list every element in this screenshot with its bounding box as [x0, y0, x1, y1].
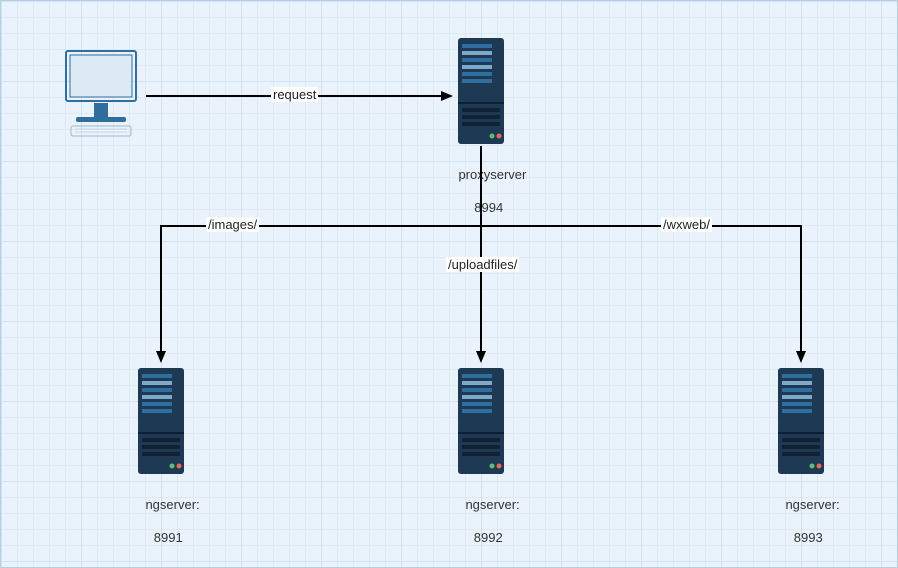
- proxy-server-label: proxyserver 8994: [444, 151, 519, 232]
- ngserver-2-label: ngserver: 8992: [451, 481, 511, 562]
- edge-label-wxweb: /wxweb/: [661, 217, 712, 232]
- proxy-label-line2: 8994: [474, 200, 503, 215]
- monitor-icon: [61, 46, 141, 146]
- ng3-label-line1: ngserver:: [785, 497, 839, 512]
- client-node: [61, 46, 141, 151]
- edge-label-request: request: [271, 87, 318, 102]
- ng2-label-line2: 8992: [474, 530, 503, 545]
- ng1-label-line1: ngserver:: [145, 497, 199, 512]
- diagram-canvas: proxyserver 8994 ngserver: 8991: [0, 0, 898, 568]
- ng3-label-line2: 8993: [794, 530, 823, 545]
- edge-images: [161, 146, 481, 361]
- server-icon: [136, 366, 186, 476]
- proxy-server-node: [456, 36, 506, 151]
- ng2-label-line1: ngserver:: [465, 497, 519, 512]
- edge-wxweb: [481, 146, 801, 361]
- ngserver-1-node: [136, 366, 186, 481]
- ngserver-3-node: [776, 366, 826, 481]
- edge-label-uploadfiles: /uploadfiles/: [446, 257, 519, 272]
- ngserver-1-label: ngserver: 8991: [131, 481, 191, 562]
- ng1-label-line2: 8991: [154, 530, 183, 545]
- ngserver-2-node: [456, 366, 506, 481]
- ngserver-3-label: ngserver: 8993: [771, 481, 831, 562]
- server-icon: [776, 366, 826, 476]
- proxy-label-line1: proxyserver: [458, 167, 526, 182]
- server-icon: [456, 36, 506, 146]
- server-icon: [456, 366, 506, 476]
- edge-label-images: /images/: [206, 217, 259, 232]
